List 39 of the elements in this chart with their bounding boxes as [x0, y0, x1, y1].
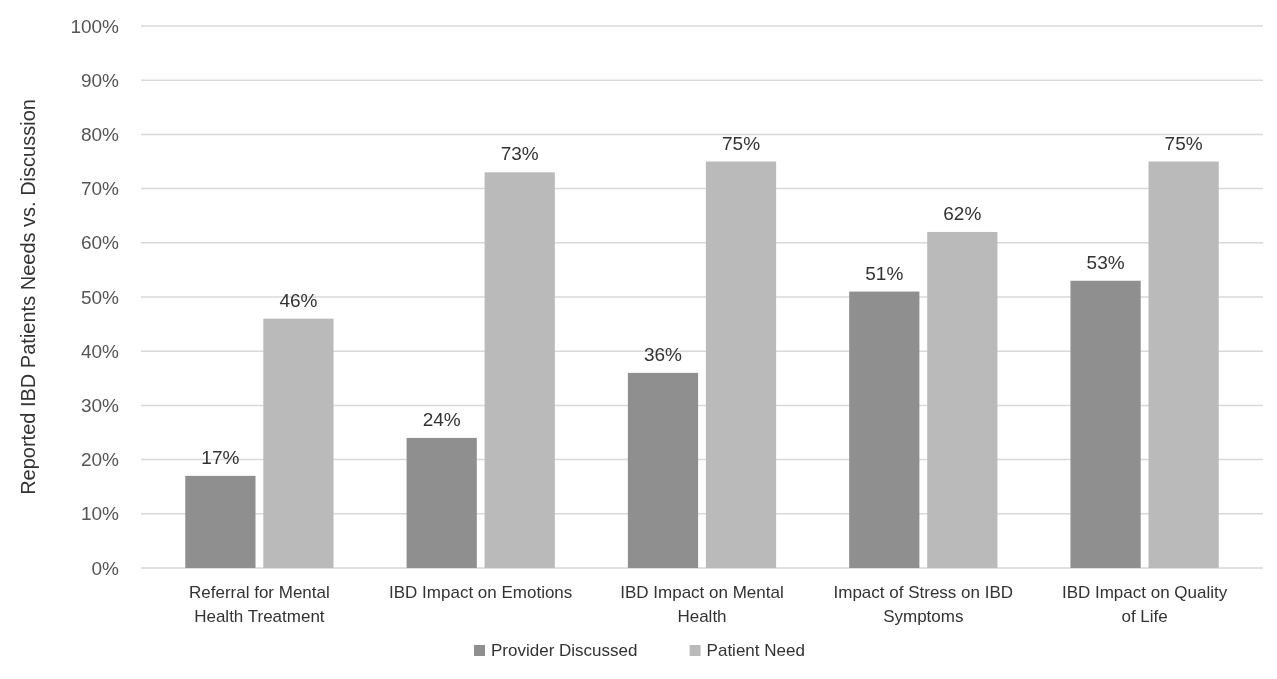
x-tick-label: IBD Impact on Mental Health	[620, 583, 784, 626]
bar	[927, 231, 998, 568]
y-tick-label: 70%	[80, 178, 120, 200]
legend-label: Provider Discussed	[491, 641, 638, 660]
x-tick-label: IBD Impact on Emotions	[389, 583, 573, 602]
y-tick-label: 90%	[80, 69, 120, 91]
data-label: 75%	[722, 132, 761, 154]
bar	[185, 475, 256, 568]
x-tick-label: Referral for Mental Health Treatment	[189, 583, 330, 626]
bar	[627, 372, 699, 568]
data-label: 53%	[1086, 251, 1125, 273]
data-label: 73%	[500, 143, 539, 165]
bar	[484, 172, 555, 568]
y-tick-label: 60%	[80, 232, 120, 254]
bar	[705, 161, 777, 568]
y-tick-label: 10%	[80, 503, 120, 525]
bar	[849, 291, 920, 568]
y-tick-label: 30%	[80, 395, 120, 417]
y-tick-label: 50%	[80, 286, 120, 308]
data-label: 51%	[865, 262, 904, 284]
y-tick-label: 40%	[80, 340, 120, 362]
y-tick-label: 100%	[70, 15, 120, 37]
data-label: 24%	[422, 408, 461, 430]
legend-label: Patient Need	[706, 641, 805, 660]
data-label: 46%	[279, 289, 318, 311]
y-tick-label: 0%	[91, 557, 120, 579]
y-tick-label: 20%	[80, 449, 120, 471]
data-label: 62%	[943, 202, 982, 224]
bar	[406, 437, 477, 568]
y-tick-label: 80%	[80, 124, 120, 146]
bar	[1148, 161, 1219, 568]
data-label: 17%	[201, 446, 240, 468]
y-axis-title: Reported IBD Patients Needs vs. Discussion	[17, 99, 39, 495]
x-tick-label: IBD Impact on Quality of Life	[1061, 583, 1228, 626]
data-label: 75%	[1164, 132, 1203, 154]
data-label: 36%	[643, 343, 683, 365]
bar	[263, 318, 334, 568]
bar	[1070, 280, 1141, 568]
x-tick-label: Impact of Stress on IBD Symptoms	[833, 583, 1014, 626]
